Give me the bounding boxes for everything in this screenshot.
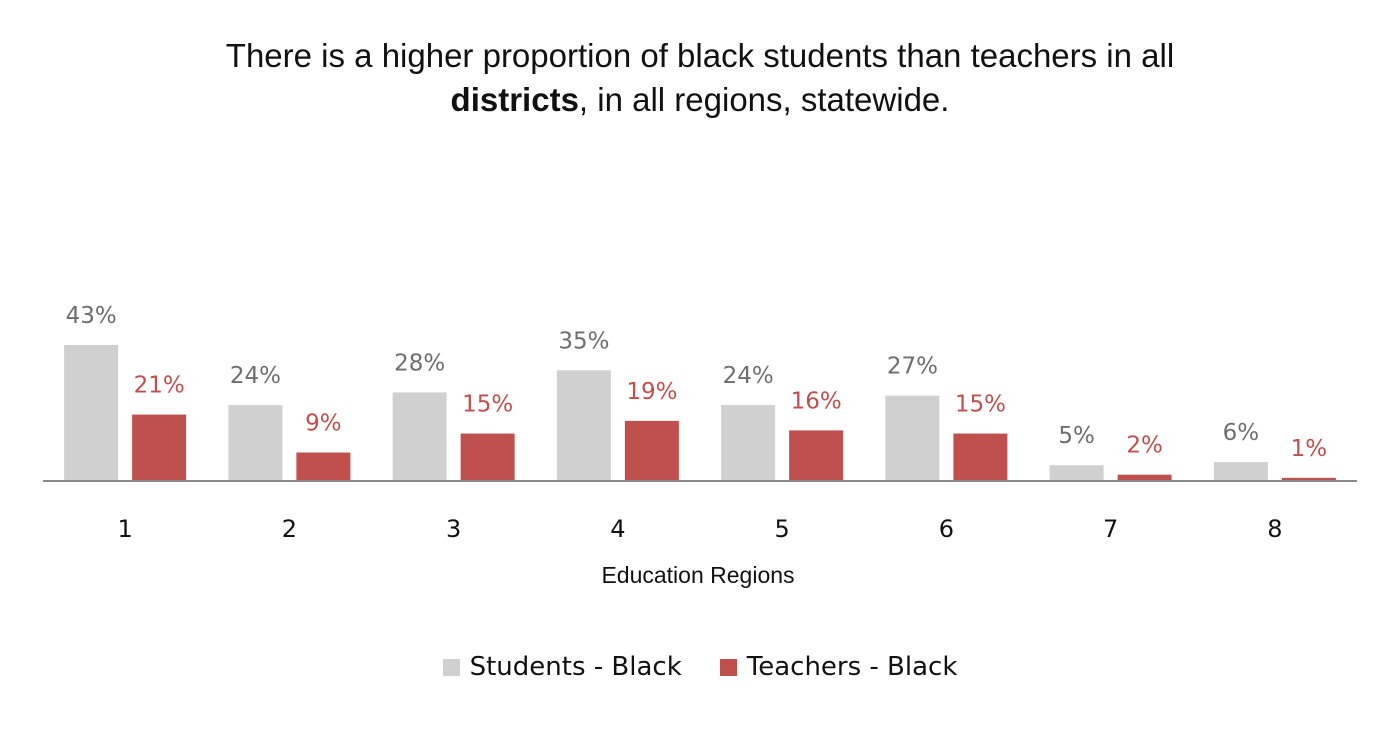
value-label-students-region-1: 43% (66, 303, 117, 329)
chart-title-line-2: districts, in all regions, statewide. (0, 78, 1400, 122)
bar-students-region-4 (556, 370, 611, 481)
value-label-students-region-5: 24% (723, 363, 774, 389)
x-tick-label-7: 7 (1103, 515, 1118, 543)
bar-teachers-region-7 (1117, 474, 1172, 481)
bar-teachers-region-6 (953, 433, 1008, 481)
chart-title-bold-word: districts (450, 81, 579, 118)
x-tick-label-5: 5 (774, 515, 789, 543)
bar-students-region-8 (1213, 462, 1268, 481)
bar-students-region-5 (721, 405, 776, 481)
legend-swatch-students (442, 658, 460, 676)
value-label-teachers-region-8: 1% (1291, 436, 1328, 462)
x-tick-label-6: 6 (939, 515, 954, 543)
value-label-students-region-7: 5% (1058, 423, 1095, 449)
chart-title: There is a higher proportion of black st… (0, 34, 1400, 122)
bar-students-region-3 (392, 392, 447, 481)
bar-teachers-region-8 (1281, 477, 1336, 481)
legend-label-teachers: Teachers - Black (746, 652, 958, 682)
legend: Students - Black Teachers - Black (0, 652, 1400, 682)
chart-title-tail: , in all regions, statewide. (578, 81, 950, 118)
value-label-teachers-region-7: 2% (1126, 433, 1163, 459)
x-tick-label-2: 2 (282, 515, 297, 543)
legend-item-teachers: Teachers - Black (719, 652, 958, 682)
bar-teachers-region-3 (460, 433, 515, 481)
legend-item-students: Students - Black (442, 652, 682, 682)
value-labels-group: 43% 21% 24% 9% 28% 15% 35% 19% 24% 16% 27% 15% 5% 2% 6… (66, 303, 1328, 462)
value-label-teachers-region-5: 16% (791, 388, 842, 414)
x-axis-label: Education Regions (601, 562, 794, 588)
value-label-students-region-4: 35% (558, 328, 609, 354)
bars-group (64, 345, 1336, 481)
value-label-teachers-region-6: 15% (955, 392, 1006, 418)
x-tick-label-1: 1 (117, 515, 132, 543)
x-tick-label-3: 3 (446, 515, 461, 543)
value-label-students-region-3: 28% (394, 350, 445, 376)
legend-label-students: Students - Black (469, 652, 682, 682)
value-label-teachers-region-1: 21% (134, 373, 185, 399)
x-tick-labels-group: 1 2 3 4 5 6 7 8 (117, 515, 1282, 543)
bar-teachers-region-5 (789, 430, 844, 481)
bar-students-region-1 (64, 345, 119, 481)
bar-students-region-7 (1049, 465, 1104, 481)
value-label-students-region-6: 27% (887, 354, 938, 380)
bar-teachers-region-2 (296, 452, 351, 481)
bar-teachers-region-4 (624, 420, 679, 481)
value-label-teachers-region-2: 9% (305, 411, 342, 437)
value-label-teachers-region-3: 15% (462, 392, 513, 418)
bar-chart: 43%21% 24%9%28%15%35%19%24%16%27%15%5% 2% 6… (43, 303, 1357, 588)
x-tick-label-8: 8 (1267, 515, 1282, 543)
bar-students-region-2 (228, 405, 283, 481)
value-label-students-region-8: 6% (1223, 420, 1260, 446)
value-label-teachers-region-4: 19% (626, 379, 677, 405)
value-label-students-region-2: 24% (230, 363, 281, 389)
bar-teachers-region-1 (132, 414, 187, 481)
chart-title-line-1: There is a higher proportion of black st… (225, 37, 1175, 74)
bar-students-region-6 (885, 395, 940, 481)
x-tick-label-4: 4 (610, 515, 625, 543)
legend-swatch-teachers (719, 658, 737, 676)
